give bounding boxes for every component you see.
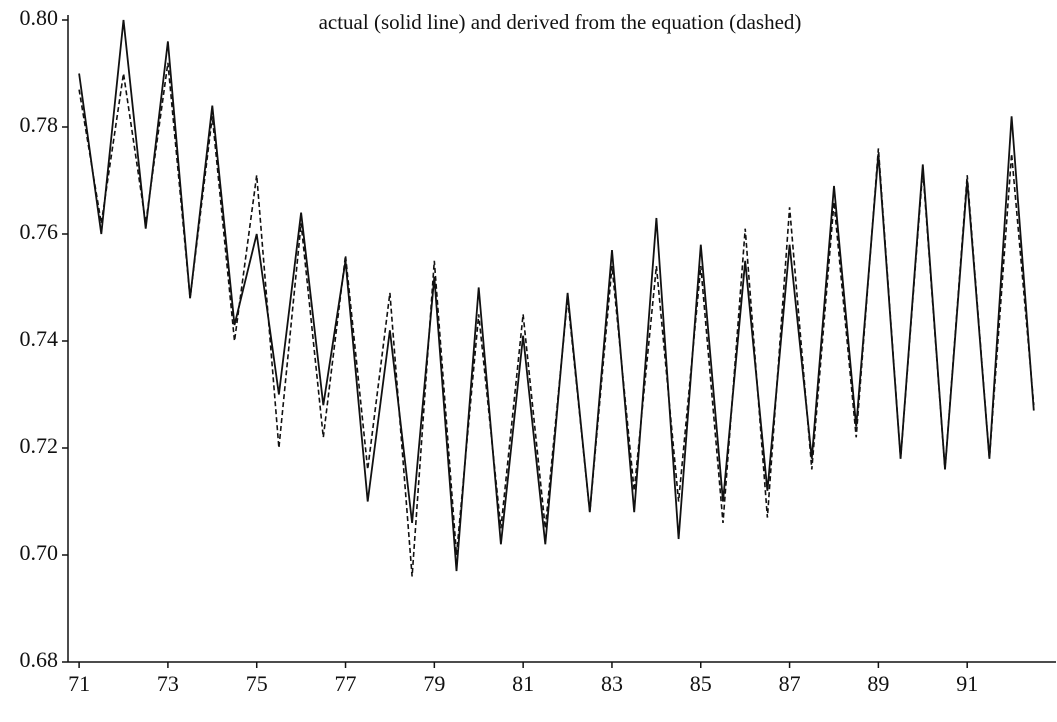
y-tick-label: 0.78 [20, 112, 59, 137]
y-tick-label: 0.72 [20, 433, 59, 458]
y-tick-label: 0.76 [20, 219, 59, 244]
y-tick-label: 0.80 [20, 5, 59, 30]
x-tick-label: 85 [690, 671, 712, 696]
y-tick-label: 0.68 [20, 647, 59, 672]
chart-title: actual (solid line) and derived from the… [319, 10, 802, 34]
x-tick-label: 87 [779, 671, 801, 696]
x-tick-label: 77 [335, 671, 357, 696]
x-tick-label: 83 [601, 671, 623, 696]
x-tick-label: 73 [157, 671, 179, 696]
line-series [78, 62, 1035, 577]
x-tick-label: 75 [246, 671, 268, 696]
y-tick-label: 0.70 [20, 540, 59, 565]
y-tick-label: 0.74 [20, 326, 59, 351]
x-tick-label: 79 [423, 671, 445, 696]
x-tick-label: 81 [512, 671, 534, 696]
line-series [78, 19, 1035, 572]
x-tick-label: 89 [867, 671, 889, 696]
x-tick-label: 71 [68, 671, 90, 696]
x-tick-label: 91 [956, 671, 978, 696]
